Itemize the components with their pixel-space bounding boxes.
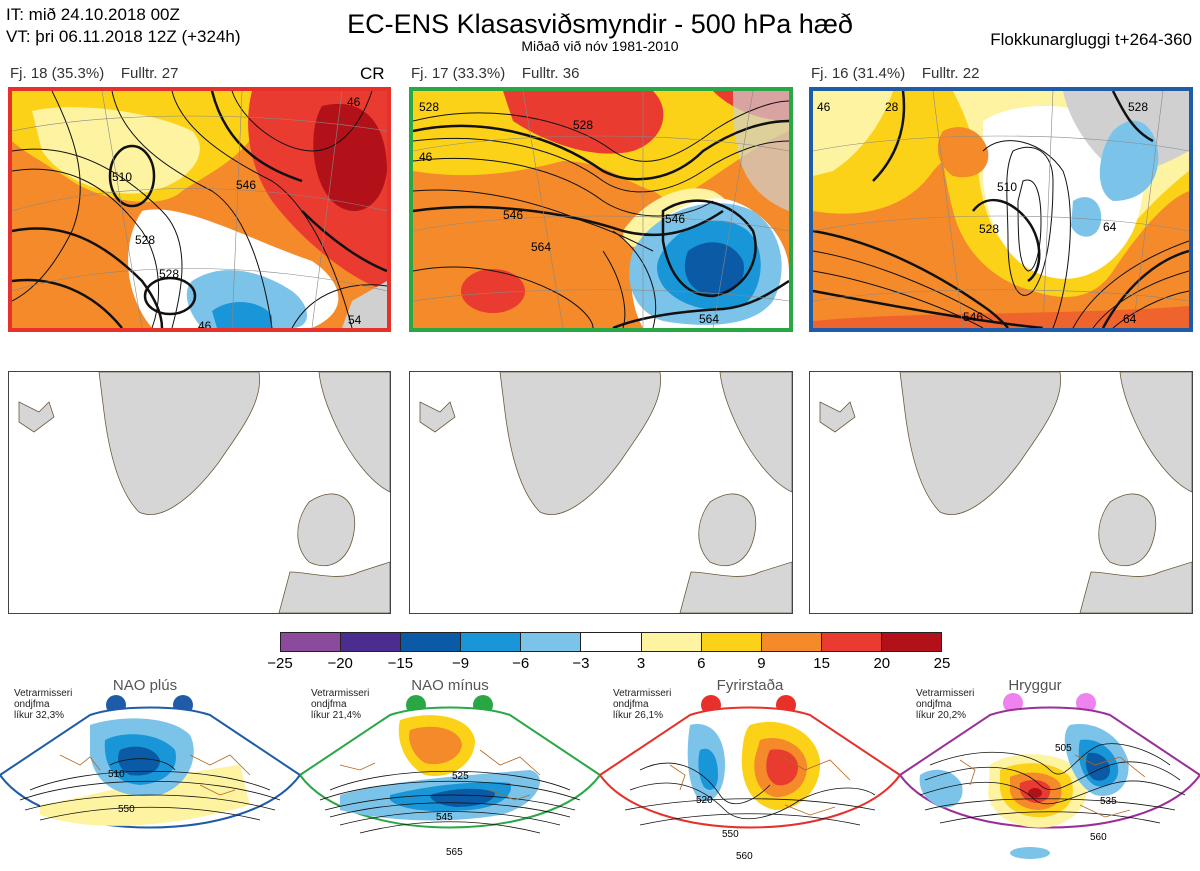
- clustering-window: Flokkunargluggi t+264-360: [990, 30, 1192, 49]
- colorbar-cell: [581, 633, 642, 651]
- colorbar-cell: [701, 633, 762, 651]
- regime-ridge[interactable]: Hryggur Vetrarmisseri ondjfma líkur 20,2…: [900, 675, 1200, 871]
- cluster-3-contour-label: 64: [1123, 312, 1137, 326]
- colorbar-tick-label: 9: [757, 655, 766, 672]
- anomaly-colorbar: [280, 632, 942, 652]
- cluster-2-contour-label: 528: [419, 100, 439, 114]
- page-title: EC-ENS Klasasviðsmyndir - 500 hPa hæð: [347, 9, 853, 39]
- regime-contour-label: 505: [1055, 743, 1072, 754]
- regime-marker: [1076, 693, 1096, 713]
- cluster-3-label: Fj. 16 (31.4%) Fulltr. 22: [811, 65, 979, 82]
- regime-contour-label: 550: [118, 804, 135, 815]
- page-subtitle: Miðað við nóv 1981-2010: [521, 38, 679, 54]
- colorbar-tick-label: −25: [267, 655, 293, 672]
- cluster-2-contour-label: 546: [665, 212, 685, 226]
- colorbar-cell: [281, 633, 342, 651]
- cluster-3-representative: Fulltr. 22: [921, 65, 980, 82]
- cluster-3-map[interactable]: 28 528 46 510 528 546 64 64: [809, 87, 1193, 332]
- regime-note: Vetrarmisseri ondjfma líkur 26,1%: [613, 688, 672, 721]
- cluster-2-anomaly-map[interactable]: [409, 371, 793, 614]
- regime-title: Hryggur: [1008, 677, 1062, 694]
- colorbar-cell: [881, 633, 942, 651]
- cluster-1-contour-label: 46: [347, 95, 361, 109]
- cluster-3-contour-label: 64: [1103, 220, 1117, 234]
- colorbar-cell: [461, 633, 522, 651]
- colorbar-cell: [521, 633, 582, 651]
- regime-nao-minus[interactable]: NAO mínus Vetrarmisseri ondjfma líkur 21…: [300, 675, 600, 871]
- cluster-3-contour-label: 546: [963, 310, 983, 324]
- cluster-3-contour-label: 510: [997, 180, 1017, 194]
- cluster-2-contour-label: 564: [531, 240, 551, 254]
- cluster-1-anomaly-map[interactable]: [8, 371, 391, 614]
- regime-contour-label: 535: [1100, 796, 1117, 807]
- regime-contour-label: 565: [446, 847, 463, 858]
- regime-contour-label: 545: [436, 812, 453, 823]
- regime-contour-label: 560: [1090, 832, 1107, 843]
- cluster-1-contour-label: 528: [159, 267, 179, 281]
- cluster-3-contour-label: 28: [885, 100, 899, 114]
- cluster-1-contour-label: 54: [348, 313, 362, 327]
- valid-time: VT: þri 06.11.2018 12Z (+324h): [6, 27, 241, 46]
- cluster-1-contour-label: 546: [236, 178, 256, 192]
- regime-contour-label: 520: [696, 795, 713, 806]
- cluster-2-contour-label: 46: [419, 150, 433, 164]
- colorbar-tick-label: −20: [327, 655, 353, 672]
- cluster-1-cr-tag: CR: [360, 64, 385, 83]
- cluster-3-contour-label: 528: [1128, 100, 1148, 114]
- regime-contour-label: 550: [722, 829, 739, 840]
- cluster-1-contour-label: 46: [198, 319, 212, 328]
- colorbar-cell: [401, 633, 462, 651]
- regime-note: Vetrarmisseri ondjfma líkur 32,3%: [14, 688, 73, 721]
- cluster-2-label: Fj. 17 (33.3%) Fulltr. 36: [411, 65, 579, 82]
- cluster-3-contour-label: 528: [979, 222, 999, 236]
- regime-contour-label: 525: [452, 771, 469, 782]
- regime-note: Vetrarmisseri ondjfma líkur 20,2%: [916, 688, 975, 721]
- colorbar-cell: [341, 633, 402, 651]
- regime-title: NAO plús: [112, 677, 178, 694]
- cluster-3-size: Fj. 16 (31.4%): [811, 65, 906, 82]
- colorbar-tick-label: −15: [387, 655, 414, 672]
- cluster-3-anomaly-map[interactable]: [809, 371, 1193, 614]
- cluster-2-contour-label: 528: [573, 118, 593, 132]
- header-time-info: IT: mið 24.10.2018 00Z VT: þri 06.11.201…: [6, 4, 241, 48]
- colorbar-tick-label: 20: [873, 655, 891, 672]
- cluster-1-contour-label: 510: [112, 170, 132, 184]
- initial-time: IT: mið 24.10.2018 00Z: [6, 5, 180, 24]
- cluster-1-contour-label: 528: [135, 233, 155, 247]
- colorbar-tick-label: 3: [636, 655, 646, 672]
- cluster-3-contour-label: 46: [817, 100, 831, 114]
- colorbar-tick-label: −9: [451, 655, 470, 672]
- cluster-2-map[interactable]: 528 528 46 546 564 546 564: [409, 87, 793, 332]
- regime-nao-plus[interactable]: NAO plús Vetrarmisseri ondjfma líkur 32,…: [0, 675, 300, 871]
- regime-contour-label: 510: [108, 769, 125, 780]
- cluster-2-contour-label: 564: [699, 312, 719, 326]
- cluster-1-representative: Fulltr. 27: [120, 65, 179, 82]
- colorbar-cell: [761, 633, 822, 651]
- regime-title: Fyrirstaða: [716, 677, 784, 694]
- colorbar-tick-label: −3: [572, 655, 590, 672]
- cluster-2-size: Fj. 17 (33.3%): [411, 65, 506, 82]
- cluster-1-size: Fj. 18 (35.3%): [10, 65, 105, 82]
- cluster-2-representative: Fulltr. 36: [521, 65, 580, 82]
- cluster-2-contour-label: 546: [503, 208, 523, 222]
- colorbar-tick-label: −6: [512, 655, 530, 672]
- colorbar-tick-label: 6: [697, 655, 706, 672]
- colorbar-cell: [641, 633, 702, 651]
- colorbar-tick-label: 25: [933, 655, 951, 672]
- colorbar-cell: [821, 633, 882, 651]
- regime-blocking[interactable]: Fyrirstaða Vetrarmisseri ondjfma líkur 2…: [600, 675, 900, 871]
- regime-note: Vetrarmisseri ondjfma líkur 21,4%: [311, 688, 370, 721]
- regime-marker: [1003, 693, 1023, 713]
- cluster-1-label: Fj. 18 (35.3%) Fulltr. 27: [10, 65, 178, 82]
- cluster-1-map[interactable]: 510 528 528 546 46 46 54: [8, 87, 391, 332]
- regime-contour-label: 560: [736, 851, 753, 862]
- colorbar-tick-label: 15: [813, 655, 830, 672]
- regime-title: NAO mínus: [411, 677, 489, 694]
